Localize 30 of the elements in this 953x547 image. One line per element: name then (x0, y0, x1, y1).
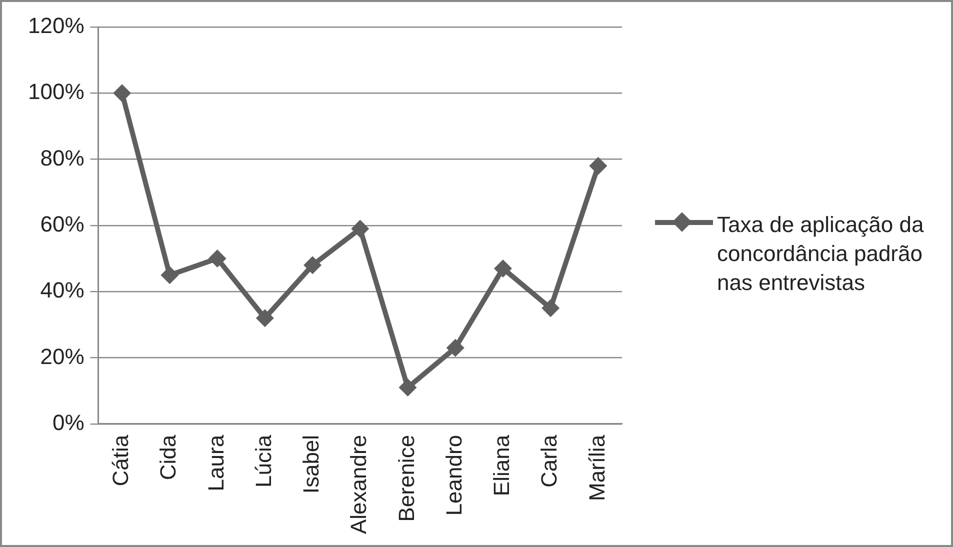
point (208, 250, 226, 268)
x-tick-label: Alexandre (346, 434, 372, 534)
x-tick-label: Lúcia (250, 434, 276, 488)
x-tick-label: Leandro (441, 434, 466, 516)
point (160, 266, 179, 284)
point (542, 299, 560, 318)
x-tick-label: Laura (203, 434, 228, 492)
x-tick-label: Marília (584, 434, 610, 501)
x-tick-label: Cátia (108, 434, 134, 486)
x-tick-label: Isabel (298, 434, 324, 494)
y-tick-label: 100% (28, 79, 84, 104)
point (113, 84, 132, 102)
point (494, 259, 512, 278)
legend-label: Taxa de aplicação da concordância padrão nas entrevistas (717, 211, 925, 297)
point (446, 338, 464, 357)
point (304, 256, 322, 274)
x-tick-label: Eliana (489, 434, 514, 496)
y-tick-label: 20% (40, 344, 84, 369)
y-tick-label: 40% (40, 278, 84, 303)
point (398, 378, 417, 397)
y-tick-label: 80% (40, 145, 84, 170)
x-tick-label: Berenice (394, 434, 419, 522)
x-tick-label: Cida (156, 434, 181, 480)
point (351, 220, 370, 238)
y-tick-label: 120% (28, 13, 84, 38)
x-tick-label: Carla (536, 434, 562, 488)
point (256, 309, 274, 328)
point (589, 156, 608, 175)
y-tick-label: 0% (52, 410, 84, 435)
y-tick-label: 60% (40, 212, 84, 237)
